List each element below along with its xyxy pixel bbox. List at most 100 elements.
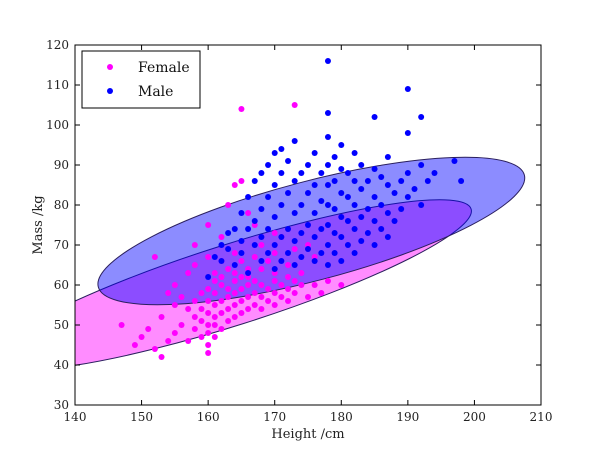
data-point-male: [418, 114, 425, 120]
data-point-male: [351, 178, 358, 184]
data-point-male: [371, 114, 378, 120]
data-point-male: [344, 218, 351, 224]
data-point-female: [118, 322, 125, 328]
data-point-male: [271, 242, 278, 248]
data-point-male: [318, 226, 325, 232]
x-tick-label: 200: [463, 410, 486, 424]
legend: Female Male: [81, 50, 201, 109]
data-point-male: [291, 210, 298, 216]
data-point-male: [324, 110, 331, 116]
data-point-female: [251, 278, 258, 284]
data-point-male: [324, 222, 331, 228]
data-point-female: [171, 282, 178, 288]
data-point-male: [371, 194, 378, 200]
data-point-female: [211, 334, 218, 340]
data-point-male: [311, 210, 318, 216]
data-point-female: [185, 270, 192, 276]
data-point-female: [231, 278, 238, 284]
data-point-male: [424, 178, 431, 184]
data-point-male: [305, 246, 311, 252]
data-point-female: [291, 290, 298, 296]
data-point-female: [211, 270, 218, 276]
data-point-female: [245, 210, 252, 216]
data-point-male: [338, 166, 345, 172]
data-point-female: [198, 334, 205, 340]
data-point-male: [371, 242, 378, 248]
data-point-male: [344, 242, 351, 248]
data-point-female: [285, 262, 292, 268]
data-point-male: [384, 210, 391, 216]
data-point-male: [351, 150, 358, 156]
data-point-male: [278, 146, 285, 152]
plot-frame: [74, 44, 542, 406]
data-point-female: [211, 314, 218, 320]
data-point-female: [205, 254, 212, 260]
data-point-male: [331, 154, 338, 160]
data-point-female: [171, 330, 178, 336]
data-point-male: [358, 186, 365, 192]
x-tick-label: 160: [197, 410, 220, 424]
y-tick-label: 50: [54, 318, 69, 332]
data-point-male: [391, 218, 398, 224]
data-point-male: [245, 226, 252, 232]
data-point-female: [271, 290, 278, 296]
data-point-female: [278, 294, 285, 300]
legend-marker-male: [107, 88, 113, 94]
data-point-female: [231, 290, 238, 296]
data-point-female: [165, 338, 172, 344]
data-point-male: [238, 210, 245, 216]
data-point-male: [238, 250, 245, 256]
data-point-male: [251, 218, 258, 224]
data-point-female: [238, 286, 245, 292]
data-point-male: [225, 246, 232, 252]
data-point-male: [371, 218, 378, 224]
points-layer: [118, 58, 465, 360]
data-point-male: [285, 158, 292, 164]
data-point-female: [231, 270, 238, 276]
data-point-female: [271, 302, 278, 308]
data-point-female: [231, 314, 238, 320]
data-point-male: [291, 262, 298, 268]
data-point-male: [245, 270, 252, 276]
data-point-male: [218, 258, 225, 264]
data-point-male: [364, 178, 371, 184]
data-point-male: [278, 234, 285, 240]
data-point-female: [211, 302, 218, 308]
data-point-female: [191, 298, 198, 304]
data-point-female: [245, 294, 252, 300]
legend-box: [81, 50, 201, 109]
data-point-male: [418, 202, 425, 208]
data-point-male: [358, 162, 365, 168]
data-point-male: [364, 230, 371, 236]
data-point-female: [298, 270, 305, 276]
data-point-male: [324, 162, 331, 168]
x-tick-label: 150: [130, 410, 153, 424]
data-point-female: [131, 342, 138, 348]
data-point-female: [205, 298, 212, 304]
data-point-female: [218, 274, 225, 280]
data-point-male: [404, 130, 411, 136]
data-point-female: [225, 266, 232, 272]
x-tick-label: 180: [330, 410, 353, 424]
data-point-male: [338, 142, 345, 148]
data-point-male: [298, 170, 305, 176]
x-tick-label: 210: [530, 410, 553, 424]
data-point-male: [404, 86, 411, 92]
data-point-female: [231, 182, 238, 188]
y-tick-label: 70: [54, 238, 69, 252]
data-point-male: [324, 134, 331, 140]
data-point-male: [305, 222, 311, 228]
data-point-female: [211, 290, 218, 296]
data-point-male: [225, 230, 232, 236]
data-point-female: [185, 306, 192, 312]
data-point-female: [205, 286, 212, 292]
data-point-male: [344, 170, 351, 176]
data-point-female: [251, 254, 258, 260]
data-point-male: [318, 170, 325, 176]
data-point-male: [338, 190, 345, 196]
y-tick-label: 110: [46, 78, 69, 92]
data-point-male: [331, 206, 338, 212]
data-point-male: [311, 150, 318, 156]
data-point-male: [358, 238, 365, 244]
data-point-male: [218, 242, 225, 248]
